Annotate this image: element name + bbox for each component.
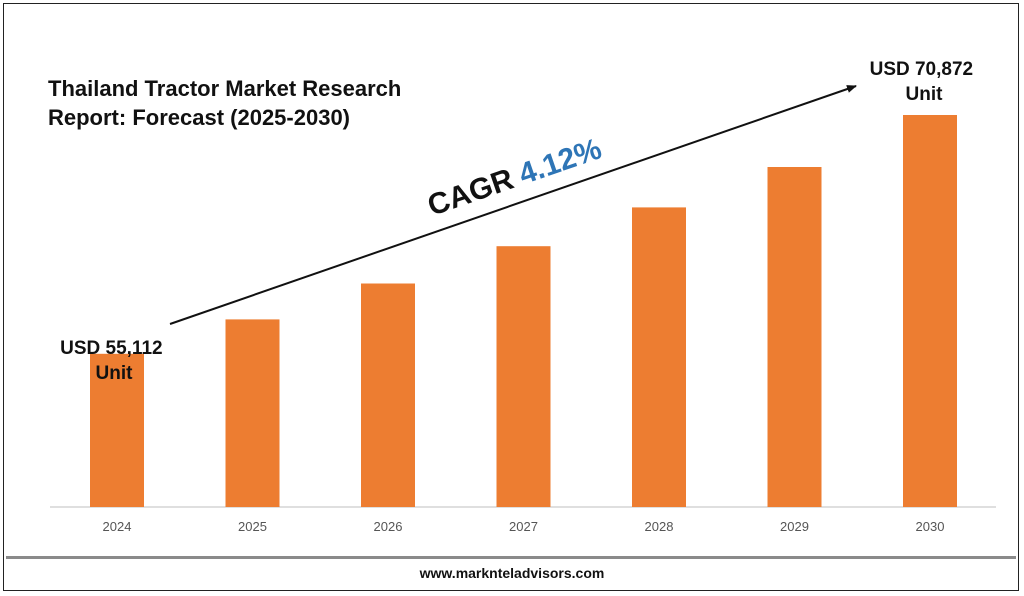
- x-tick-2025: 2025: [238, 519, 267, 534]
- x-tick-2029: 2029: [780, 519, 809, 534]
- chart-frame: [3, 3, 1019, 591]
- cagr-value: 4.12%: [515, 132, 606, 191]
- start-value-label: USD 55,112 Unit: [60, 338, 168, 384]
- chart-title: Thailand Tractor Market Research Report:…: [48, 76, 402, 130]
- bar-2028: [632, 207, 686, 507]
- bar-2029: [767, 167, 822, 507]
- footer-divider: [6, 556, 1016, 559]
- x-tick-2028: 2028: [645, 519, 674, 534]
- x-tick-2024: 2024: [103, 519, 132, 534]
- bar-chart: 2024 2025 2026 2027 2028 2029 2030 CAGR4.12% U…: [50, 59, 996, 534]
- bar-2026: [361, 283, 415, 507]
- bar-2025: [225, 319, 280, 507]
- x-tick-2026: 2026: [374, 519, 403, 534]
- cagr-label: CAGR: [424, 163, 519, 223]
- x-tick-2030: 2030: [916, 519, 945, 534]
- footer-website: www.marknteladvisors.com: [419, 565, 605, 581]
- bar-2030: [903, 115, 957, 507]
- cagr-annotation: CAGR4.12%: [424, 132, 606, 222]
- x-tick-2027: 2027: [509, 519, 538, 534]
- cagr-trend-arrow: [169, 85, 857, 325]
- end-value-label: USD 70,872 Unit: [870, 59, 979, 105]
- bar-2024: [90, 353, 144, 507]
- bar-2027: [496, 246, 551, 507]
